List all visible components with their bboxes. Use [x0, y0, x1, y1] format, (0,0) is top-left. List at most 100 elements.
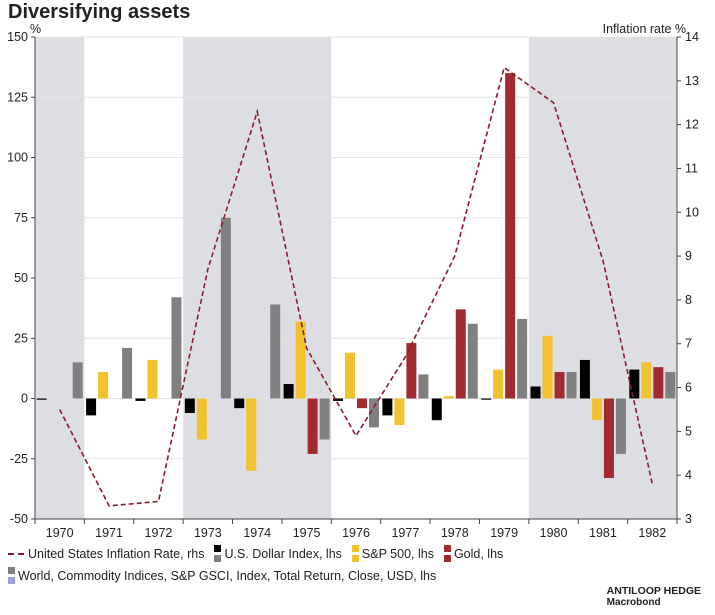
bar-world-1978 [467, 323, 478, 399]
x-tick-label-1982: 1982 [638, 526, 666, 540]
legend-label-gold: Gold, lhs [453, 546, 504, 561]
x-tick-label-1971: 1971 [95, 526, 123, 540]
bar-gold-1976 [357, 398, 367, 409]
bar-world-1977 [418, 374, 429, 399]
bar-gold-1981 [603, 398, 614, 479]
inflation-line-layer [58, 66, 654, 507]
bar-u-s-dollar-index-1970 [36, 398, 47, 400]
right-tick-label: 12 [685, 118, 699, 132]
bar-world-1975 [319, 398, 330, 440]
left-tick-label: 0 [21, 392, 28, 406]
bar-u-s-dollar-index-1975 [283, 384, 294, 399]
bar-u-s-dollar-index-1980 [530, 386, 541, 399]
left-tick-label: 25 [14, 331, 28, 345]
legend-item-inflation: United States Inflation Rate, rhs [8, 547, 204, 561]
bar-world-1981 [615, 398, 626, 454]
y-axis-label-left: % [30, 22, 41, 36]
bar-s-p-500-1981 [591, 398, 602, 421]
bar-u-s-dollar-index-1979 [481, 398, 492, 400]
legend-label-dollar: U.S. Dollar Index, lhs [224, 546, 342, 561]
left-tick-label: -25 [10, 452, 28, 466]
bar-s-p-500-1980 [542, 335, 553, 399]
bar-world-1972 [171, 297, 182, 399]
left-tick-label: 50 [14, 271, 28, 285]
right-tick-label: 10 [685, 205, 699, 219]
axis-labels: -50 -25 0 25 50 75 100 125 150 3 4 5 6 7 8 9 10 11 12 13 14%… [7, 22, 699, 540]
bar-u-s-dollar-index-1971 [86, 398, 97, 416]
x-tick-label-1973: 1973 [194, 526, 222, 540]
bar-gold-1975 [307, 398, 318, 454]
bar-u-s-dollar-index-1978 [431, 398, 442, 421]
bar-u-s-dollar-index-1976 [333, 398, 343, 401]
right-tick-label: 8 [685, 293, 692, 307]
x-tick-label-1976: 1976 [342, 526, 370, 540]
x-tick-label-1975: 1975 [293, 526, 321, 540]
x-tick-label-1972: 1972 [145, 526, 173, 540]
bar-s-p-500-1971 [98, 371, 109, 399]
bar-u-s-dollar-index-1981 [579, 359, 590, 399]
source-line-1: ANTILOOP HEDGE [606, 585, 701, 597]
bar-u-s-dollar-index-1974 [234, 398, 245, 409]
source-line-2: Macrobond [606, 597, 661, 608]
legend-swatch-inflation [8, 552, 24, 555]
bar-world-1976 [369, 398, 379, 428]
bar-s-p-500-1978 [443, 396, 454, 399]
bars [36, 73, 676, 479]
legend-swatch-dollar [214, 545, 222, 562]
legend-row-2: World, Commodity Indices, S&P GSCI, Inde… [8, 567, 446, 584]
left-tick-label: 75 [14, 211, 28, 225]
bar-u-s-dollar-index-1982 [629, 369, 640, 399]
legend-item-commodity: World, Commodity Indices, S&P GSCI, Inde… [8, 567, 436, 584]
bar-world-1979 [517, 318, 528, 399]
bar-s-p-500-1979 [493, 369, 504, 399]
x-tick-label-1981: 1981 [589, 526, 617, 540]
right-tick-label: 11 [685, 161, 698, 175]
bar-gold-1979 [505, 73, 516, 399]
chart-area: -50 -25 0 25 50 75 100 125 150 3 4 5 6 7 8 9 10 11 12 13 14%… [7, 22, 699, 540]
bar-world-1970 [72, 362, 83, 399]
legend-label-sp500: S&P 500, lhs [361, 546, 434, 561]
right-tick-label: 14 [685, 30, 699, 44]
left-tick-label: 150 [7, 30, 28, 44]
bar-gold-1977 [406, 343, 417, 399]
inflation-line [58, 66, 654, 507]
bar-world-1974 [270, 304, 281, 399]
bar-s-p-500-1982 [641, 362, 652, 399]
bar-gold-1982 [653, 367, 664, 399]
right-tick-label: 9 [685, 249, 692, 263]
right-tick-label: 5 [685, 424, 692, 438]
x-tick-label-1974: 1974 [243, 526, 271, 540]
source-credit: ANTILOOP HEDGE Macrobond [607, 585, 701, 608]
legend-item-sp500: S&P 500, lhs [351, 545, 434, 562]
x-tick-label-1978: 1978 [441, 526, 469, 540]
legend-item-gold: Gold, lhs [443, 545, 504, 562]
bar-s-p-500-1974 [246, 398, 257, 471]
bar-s-p-500-1977 [394, 398, 405, 426]
bar-world-1980 [566, 371, 577, 399]
legend-swatch-commodity [8, 567, 15, 584]
bar-s-p-500-1976 [345, 352, 355, 399]
legend-label-inflation: United States Inflation Rate, rhs [28, 546, 205, 561]
right-tick-label: 13 [685, 74, 699, 88]
bar-u-s-dollar-index-1973 [184, 398, 195, 413]
bar-s-p-500-1972 [147, 359, 158, 399]
right-tick-label: 7 [685, 337, 692, 351]
y-axis-label-right: Inflation rate % [603, 22, 686, 36]
legend-swatch-gold [443, 545, 451, 562]
right-tick-label: 3 [685, 512, 692, 526]
bar-world-1973 [220, 217, 231, 399]
bar-u-s-dollar-index-1972 [135, 398, 146, 401]
bar-world-1971 [122, 347, 133, 399]
bar-s-p-500-1975 [295, 321, 306, 399]
left-tick-label: -50 [10, 512, 28, 526]
bar-gold-1978 [455, 309, 466, 399]
legend-label-commodity: World, Commodity Indices, S&P GSCI, Inde… [18, 568, 437, 583]
bar-gold-1980 [554, 371, 565, 399]
legend-item-dollar: U.S. Dollar Index, lhs [214, 545, 342, 562]
bar-world-1982 [665, 371, 676, 399]
right-tick-label: 6 [685, 381, 692, 395]
x-tick-label-1970: 1970 [46, 526, 74, 540]
x-tick-label-1977: 1977 [391, 526, 419, 540]
legend-swatch-sp500 [351, 545, 359, 562]
x-tick-label-1980: 1980 [540, 526, 568, 540]
